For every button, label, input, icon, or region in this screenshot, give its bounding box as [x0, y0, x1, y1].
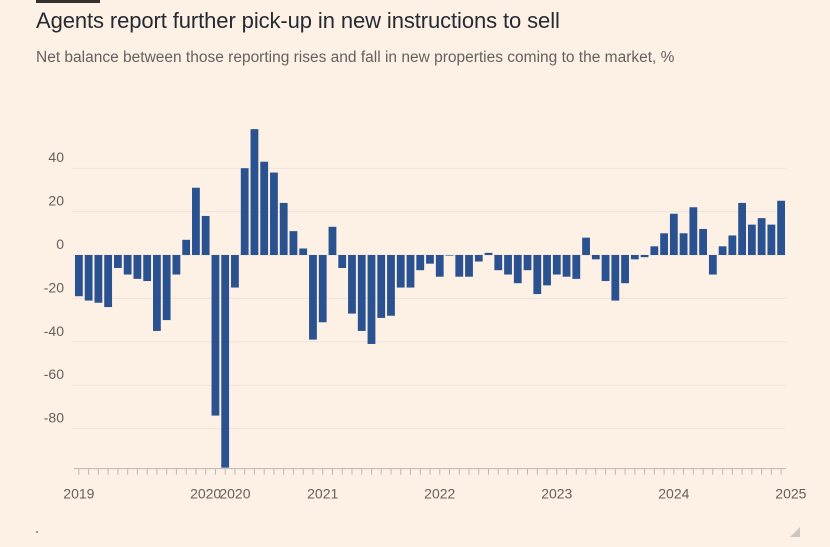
x-tick-label: 2025: [775, 486, 806, 502]
bar: [562, 255, 571, 277]
bar: [182, 239, 191, 255]
bar: [494, 255, 503, 271]
bar: [192, 187, 200, 255]
bar: [650, 246, 659, 255]
bar: [601, 255, 610, 282]
bar: [318, 255, 327, 323]
y-tick-label: 40: [48, 149, 64, 165]
bar: [396, 255, 405, 288]
bar: [387, 255, 395, 316]
bar: [309, 255, 317, 340]
bar: [94, 255, 103, 303]
bar: [669, 213, 678, 255]
y-tick-label: -20: [44, 279, 64, 295]
bar: [299, 248, 308, 255]
bar: [260, 161, 269, 255]
top-rule: [36, 0, 100, 3]
bar: [689, 207, 698, 255]
bar: [591, 255, 600, 260]
bar: [640, 255, 649, 258]
bar: [484, 252, 493, 255]
x-tick-label: 2020: [190, 486, 221, 502]
bar: [162, 255, 171, 321]
bar: [533, 255, 542, 295]
bar: [123, 255, 132, 275]
x-tick-label: 2023: [541, 486, 572, 502]
bar: [172, 255, 181, 275]
bar: [474, 255, 483, 262]
bar: [84, 255, 93, 301]
bar: [777, 200, 786, 255]
resize-handle-icon: [790, 527, 800, 537]
bar: [377, 255, 386, 318]
y-tick-label: 20: [48, 193, 64, 209]
bar: [133, 255, 142, 279]
bar: [338, 255, 347, 269]
bar: [728, 235, 737, 255]
bar: [231, 255, 239, 288]
x-tick-label: 2022: [424, 486, 455, 502]
bar: [221, 255, 230, 468]
bar: [572, 255, 581, 279]
bar: [699, 228, 707, 255]
chart-title: Agents report further pick-up in new ins…: [36, 8, 560, 33]
bar: [523, 255, 532, 271]
bar: [153, 255, 161, 331]
bar: [757, 218, 766, 255]
bar: [367, 255, 376, 344]
bar: [348, 255, 356, 314]
bar: [611, 255, 620, 301]
x-tick-label: 2019: [63, 486, 94, 502]
bar: [435, 255, 444, 277]
gridlines: [72, 167, 786, 430]
y-tick-label: -80: [44, 410, 64, 426]
bar: [708, 255, 717, 275]
bars: [74, 129, 786, 468]
bar: [660, 233, 668, 255]
bar: [582, 237, 590, 255]
bar: [240, 168, 249, 255]
y-tick-label: 0: [56, 236, 64, 252]
bar: [747, 224, 756, 255]
bar: [74, 255, 83, 297]
bar: [289, 231, 298, 255]
bar: [738, 202, 747, 255]
bar: [455, 255, 464, 277]
corner-dot: [36, 531, 38, 533]
bar: [767, 224, 776, 255]
bar: [406, 255, 415, 288]
bar: [250, 129, 259, 255]
bar: [543, 255, 551, 286]
x-tick-label: 2021: [307, 486, 338, 502]
x-tick-label: 2020: [219, 486, 250, 502]
bar: [621, 255, 629, 284]
y-tick-label: -60: [44, 366, 64, 382]
bar: [211, 255, 220, 416]
bar: [445, 255, 454, 256]
bar: [201, 215, 210, 255]
bar: [679, 233, 688, 255]
bar: [357, 255, 366, 331]
bar: [513, 255, 522, 284]
bar: [143, 255, 152, 282]
bar: [504, 255, 512, 275]
y-tick-label: -40: [44, 323, 64, 339]
bar: [279, 202, 288, 255]
bar: [426, 255, 434, 264]
bar: [328, 226, 337, 255]
bar: [465, 255, 473, 277]
bar: [630, 255, 639, 260]
x-tick-label: 2024: [658, 486, 689, 502]
chart-subtitle: Net balance between those reporting rise…: [36, 49, 675, 66]
y-axis-ticks: 40 20 0 -20 -40 -60 -80: [44, 149, 64, 425]
bar: [416, 255, 425, 271]
bar: [104, 255, 113, 308]
bar: [270, 172, 278, 255]
bar: [718, 246, 727, 255]
bar: [113, 255, 122, 269]
bar: [552, 255, 561, 275]
